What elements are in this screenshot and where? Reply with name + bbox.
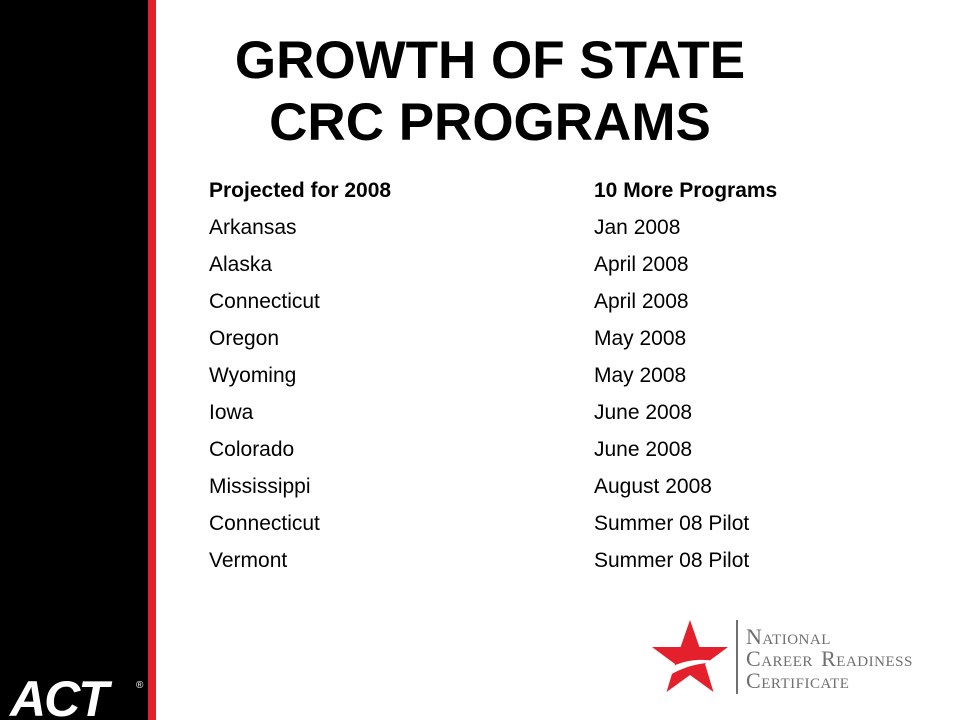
act-logo: ACT ® — [8, 671, 144, 720]
state-cell: Wyoming — [209, 364, 297, 387]
state-cell: Connecticut — [209, 512, 320, 535]
sidebar-red-stripe — [148, 0, 156, 720]
table-row: Connecticut April 2008 — [209, 283, 829, 320]
table-row: Mississippi August 2008 — [209, 468, 829, 505]
table-row: Wyoming May 2008 — [209, 357, 829, 394]
state-cell: Connecticut — [209, 290, 320, 313]
date-cell: April 2008 — [594, 253, 689, 276]
date-cell: Jan 2008 — [594, 216, 681, 239]
state-cell: Mississippi — [209, 475, 311, 498]
state-cell: Alaska — [209, 253, 273, 276]
date-cell: April 2008 — [594, 290, 689, 313]
star-swoosh-icon — [652, 620, 728, 692]
ncrc-line-1: NATIONAL — [746, 624, 831, 649]
date-cell: Summer 08 Pilot — [594, 549, 750, 572]
title-line-1: GROWTH OF STATE — [234, 31, 746, 90]
date-cell: May 2008 — [594, 364, 687, 387]
ncrc-line-3: CERTIFICATE — [746, 668, 849, 693]
table-row: Iowa June 2008 — [209, 394, 829, 431]
table-row: Colorado June 2008 — [209, 431, 829, 468]
date-cell: June 2008 — [594, 438, 693, 461]
table-row: Arkansas Jan 2008 — [209, 209, 829, 246]
state-cell: Vermont — [209, 549, 288, 572]
table-row: Alaska April 2008 — [209, 246, 829, 283]
state-cell: Iowa — [209, 401, 254, 424]
act-registered-mark: ® — [136, 680, 144, 691]
date-cell: May 2008 — [594, 327, 687, 350]
table-row: Oregon May 2008 — [209, 320, 829, 357]
header-more-programs: 10 More Programs — [594, 179, 778, 202]
ncrc-logo: NATIONAL CAREER READINESS CERTIFICATE — [652, 620, 913, 694]
date-cell: June 2008 — [594, 401, 693, 424]
page-title: GROWTH OF STATE CRC PROGRAMS — [170, 30, 810, 154]
state-cell: Colorado — [209, 438, 295, 461]
table-header-row: Projected for 2008 10 More Programs — [209, 172, 829, 209]
act-logo-text: ACT — [8, 671, 113, 720]
date-cell: Summer 08 Pilot — [594, 512, 750, 535]
state-cell: Oregon — [209, 327, 280, 350]
ncrc-line-2: CAREER READINESS — [746, 646, 913, 671]
date-cell: August 2008 — [594, 475, 712, 498]
state-cell: Arkansas — [209, 216, 297, 239]
table-row: Connecticut Summer 08 Pilot — [209, 505, 829, 542]
header-projected: Projected for 2008 — [209, 179, 392, 202]
programs-table: Projected for 2008 10 More Programs Arka… — [209, 172, 829, 579]
title-line-2: CRC PROGRAMS — [269, 93, 711, 152]
left-sidebar — [0, 0, 148, 720]
table-row: Vermont Summer 08 Pilot — [209, 542, 829, 579]
